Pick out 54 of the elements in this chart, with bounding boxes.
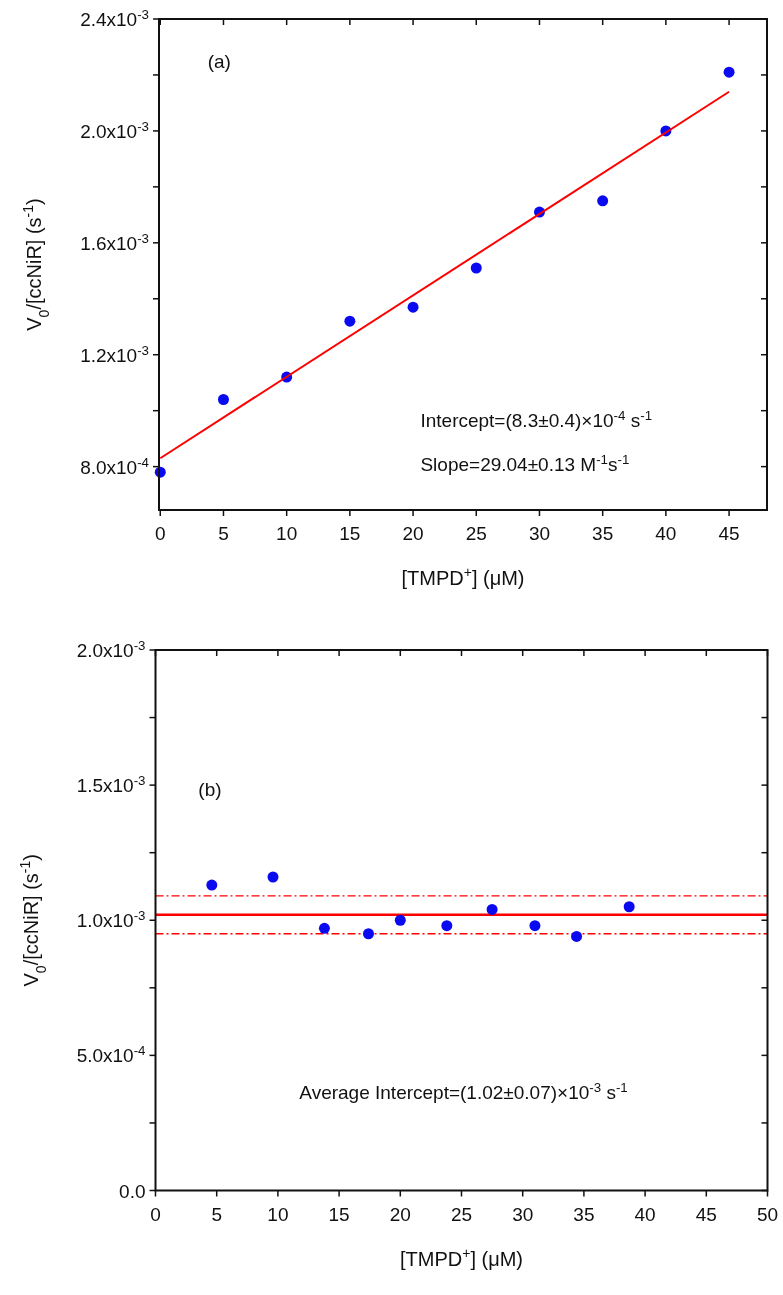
x-axis-title: [TMPD$^{+}$] (μM) — [401, 564, 525, 589]
y-tick-label: 1.0x10$^{-3}$ — [76, 907, 146, 932]
point — [267, 871, 279, 883]
x-tick-label: 5 — [211, 1203, 222, 1225]
x-tick-label: 50 — [756, 1203, 779, 1225]
y-tick-label: 2.0x10$^{-3}$ — [80, 118, 149, 142]
point — [486, 903, 498, 915]
point — [362, 928, 374, 940]
x-tick-label: 10 — [267, 1203, 289, 1225]
x-tick-label: 20 — [402, 523, 424, 544]
x-tick-label: 10 — [276, 523, 298, 544]
x-tick-label: 45 — [718, 523, 740, 544]
point — [571, 930, 583, 942]
x-tick-label: 45 — [695, 1203, 717, 1225]
annotation: Intercept=(8.3±0.4)×10$^{-4}$ s$^{-1}$ — [420, 407, 653, 431]
x-tick-label: 40 — [655, 523, 677, 544]
y-tick-label: 2.4x10$^{-3}$ — [80, 6, 149, 30]
x-tick-label: 5 — [218, 523, 229, 544]
x-tick-label: 25 — [465, 523, 487, 544]
x-tick-label: 20 — [389, 1203, 411, 1225]
annotation: (b) — [198, 778, 222, 800]
point — [344, 315, 356, 327]
point — [597, 195, 609, 207]
point — [623, 901, 635, 913]
annotation: Slope=29.04±0.13 M$^{-1}$s$^{-1}$ — [420, 451, 630, 475]
x-tick-label: 0 — [150, 1203, 161, 1225]
x-tick-label: 35 — [592, 523, 614, 544]
point — [206, 879, 218, 891]
point — [394, 914, 406, 926]
y-tick-label: 8.0x10$^{-4}$ — [80, 454, 149, 478]
x-tick-label: 0 — [154, 523, 166, 544]
y-tick-label: 0.0 — [119, 1180, 146, 1202]
annotation: Average Intercept=(1.02±0.07)×10$^{-3}$ s$^{-1}$ — [299, 1079, 628, 1103]
x-axis-title: [TMPD$^{+}$] (μM) — [399, 1244, 524, 1270]
x-tick-label: 40 — [634, 1203, 656, 1225]
point — [441, 920, 453, 932]
x-tick-label: 30 — [528, 523, 551, 544]
y-tick-label: 5.0x10$^{-4}$ — [76, 1042, 146, 1067]
annotation: (a) — [207, 51, 231, 73]
x-tick-label: 15 — [328, 1203, 350, 1225]
x-tick-label: 25 — [450, 1203, 473, 1225]
x-tick-label: 30 — [512, 1203, 534, 1225]
point — [470, 262, 482, 274]
y-tick-label: 2.0x10$^{-3}$ — [76, 637, 146, 661]
point — [318, 922, 330, 934]
x-tick-label: 15 — [339, 523, 361, 544]
y-tick-label: 1.5x10$^{-3}$ — [76, 772, 146, 797]
point — [723, 66, 735, 78]
y-tick-label: 1.2x10$^{-3}$ — [80, 342, 149, 366]
point — [407, 301, 419, 313]
x-tick-label: 35 — [573, 1203, 595, 1225]
y-tick-label: 1.6x10$^{-3}$ — [80, 230, 149, 254]
point — [529, 920, 541, 932]
point — [217, 393, 229, 405]
